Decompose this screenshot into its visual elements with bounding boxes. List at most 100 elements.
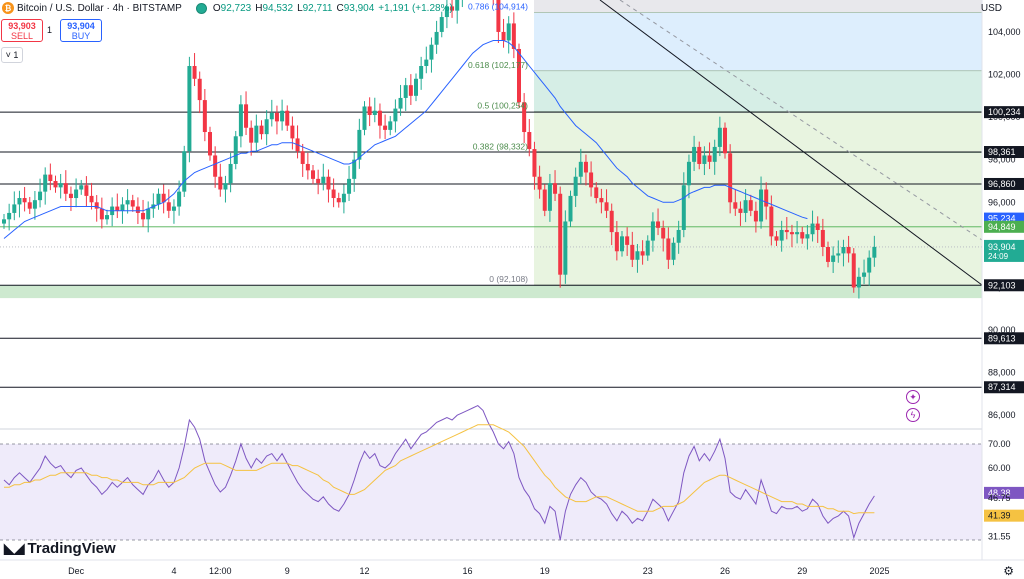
market-status-icon[interactable] — [195, 2, 207, 14]
candle — [784, 216, 789, 240]
candle — [578, 148, 583, 184]
candle-body — [403, 85, 408, 98]
candle-body — [43, 174, 48, 192]
buy-price: 93,904 — [67, 20, 95, 31]
candle-body — [444, 6, 449, 18]
candle-body — [171, 206, 176, 211]
fib-level-label: 0.5 (100,254) — [477, 101, 528, 111]
candle-body — [810, 223, 815, 235]
candle — [99, 197, 104, 229]
candle-body — [455, 0, 460, 11]
candle — [697, 141, 702, 170]
candle — [171, 199, 176, 224]
candle-body — [367, 106, 372, 115]
candle-body — [753, 210, 758, 222]
candle-body — [532, 149, 537, 177]
candle — [738, 201, 743, 226]
candle — [274, 105, 279, 135]
candle-body — [357, 129, 362, 160]
candle — [249, 120, 254, 156]
candle — [295, 125, 300, 159]
candle-body — [12, 204, 17, 213]
candle — [856, 267, 861, 299]
candle-body — [269, 112, 274, 120]
close-label: C — [336, 2, 344, 14]
candle-body — [800, 232, 805, 239]
candle-body — [331, 189, 336, 199]
candle — [815, 216, 820, 243]
candle-body — [645, 240, 650, 256]
collapse-button[interactable]: ˅ 1 — [1, 47, 23, 63]
candle — [208, 126, 212, 161]
candle — [862, 259, 867, 285]
level-price-tag: 96,860 — [988, 179, 1016, 189]
candle-body — [815, 223, 820, 230]
candle-body — [383, 125, 388, 130]
spread-value: 1 — [47, 25, 53, 35]
candle-body — [620, 236, 624, 252]
candle — [290, 116, 295, 150]
symbol-title[interactable]: Bitcoin / U.S. Dollar · 4h · BITSTAMP — [17, 2, 182, 14]
candle-body — [795, 232, 800, 235]
candle-body — [74, 189, 79, 199]
candle-body — [856, 276, 861, 288]
crosshair-star-icon[interactable]: ✦ — [906, 390, 920, 404]
bitcoin-icon: ₿ — [2, 2, 14, 14]
candle — [94, 195, 99, 222]
candle-body — [341, 193, 346, 203]
change-value: +1,191 (+1.28%) — [378, 2, 453, 14]
candle-body — [218, 176, 223, 190]
rsi-tick-label: 70.00 — [988, 439, 1011, 449]
candle-body — [254, 125, 259, 143]
candle — [723, 122, 727, 159]
level-price-tag-bg — [984, 146, 1024, 159]
candle-body — [692, 146, 697, 162]
candle — [285, 105, 290, 131]
candle — [429, 37, 434, 73]
candle-countdown: 24:09 — [988, 252, 1009, 261]
low-value: 92,711 — [302, 2, 333, 14]
candle-body — [841, 247, 846, 254]
candle-body — [94, 202, 99, 209]
candle — [182, 145, 187, 197]
candle-body — [17, 198, 22, 205]
candle-body — [228, 163, 233, 184]
candle-body — [300, 151, 305, 164]
buy-button[interactable]: 93,904 BUY — [60, 19, 102, 42]
candle-body — [717, 127, 722, 147]
candle-body — [213, 155, 218, 177]
candle-body — [578, 161, 583, 177]
sell-price: 93,903 — [8, 20, 36, 31]
candle — [362, 101, 367, 136]
candle — [759, 176, 764, 229]
candle-body — [789, 232, 794, 235]
candle-body — [666, 238, 671, 260]
price-tick-label: 86,000 — [988, 410, 1016, 420]
sell-button[interactable]: 93,903 SELL — [1, 19, 43, 42]
candle — [403, 77, 408, 111]
level-price-tag-bg — [984, 332, 1024, 345]
candle-body — [439, 17, 444, 32]
candle-body — [7, 212, 12, 220]
candle — [733, 189, 738, 216]
tradingview-logo[interactable]: ◣◢ TradingView — [4, 540, 116, 557]
time-tick-label: 19 — [540, 566, 550, 576]
price-tick-label: 96,000 — [988, 197, 1016, 207]
candle — [450, 0, 455, 18]
candle-body — [522, 102, 527, 133]
currency-label[interactable]: USD — [980, 3, 1002, 14]
candle — [671, 237, 676, 266]
candle-body — [625, 236, 630, 245]
candle — [841, 239, 846, 267]
candle-body — [594, 187, 599, 199]
candle-body — [728, 153, 733, 203]
candle — [779, 220, 784, 252]
moving-average-line — [3, 40, 808, 239]
rsi-band — [0, 444, 982, 540]
candle-body — [362, 106, 367, 130]
gear-icon[interactable]: ⚙ — [1003, 564, 1014, 578]
candle — [820, 218, 825, 257]
candle-body — [130, 200, 135, 207]
lightning-icon[interactable]: ϟ — [906, 408, 920, 422]
